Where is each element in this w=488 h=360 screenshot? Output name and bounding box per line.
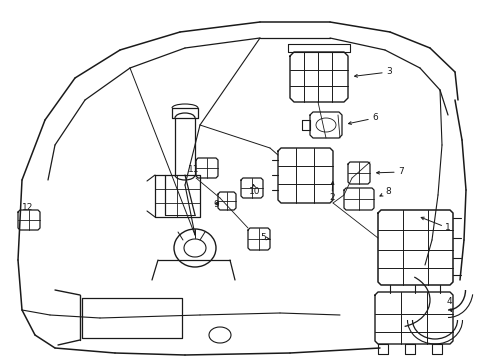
Text: 10: 10 (249, 188, 260, 197)
Text: 12: 12 (22, 203, 34, 212)
Text: 9: 9 (213, 201, 219, 210)
Text: 5: 5 (260, 234, 265, 243)
Text: 11: 11 (188, 166, 199, 175)
Text: 3: 3 (386, 68, 391, 77)
Text: 1: 1 (444, 224, 450, 233)
Text: 6: 6 (371, 113, 377, 122)
Text: 8: 8 (385, 188, 390, 197)
Text: 4: 4 (445, 297, 451, 306)
Text: 7: 7 (397, 167, 403, 176)
Text: 2: 2 (328, 193, 334, 202)
